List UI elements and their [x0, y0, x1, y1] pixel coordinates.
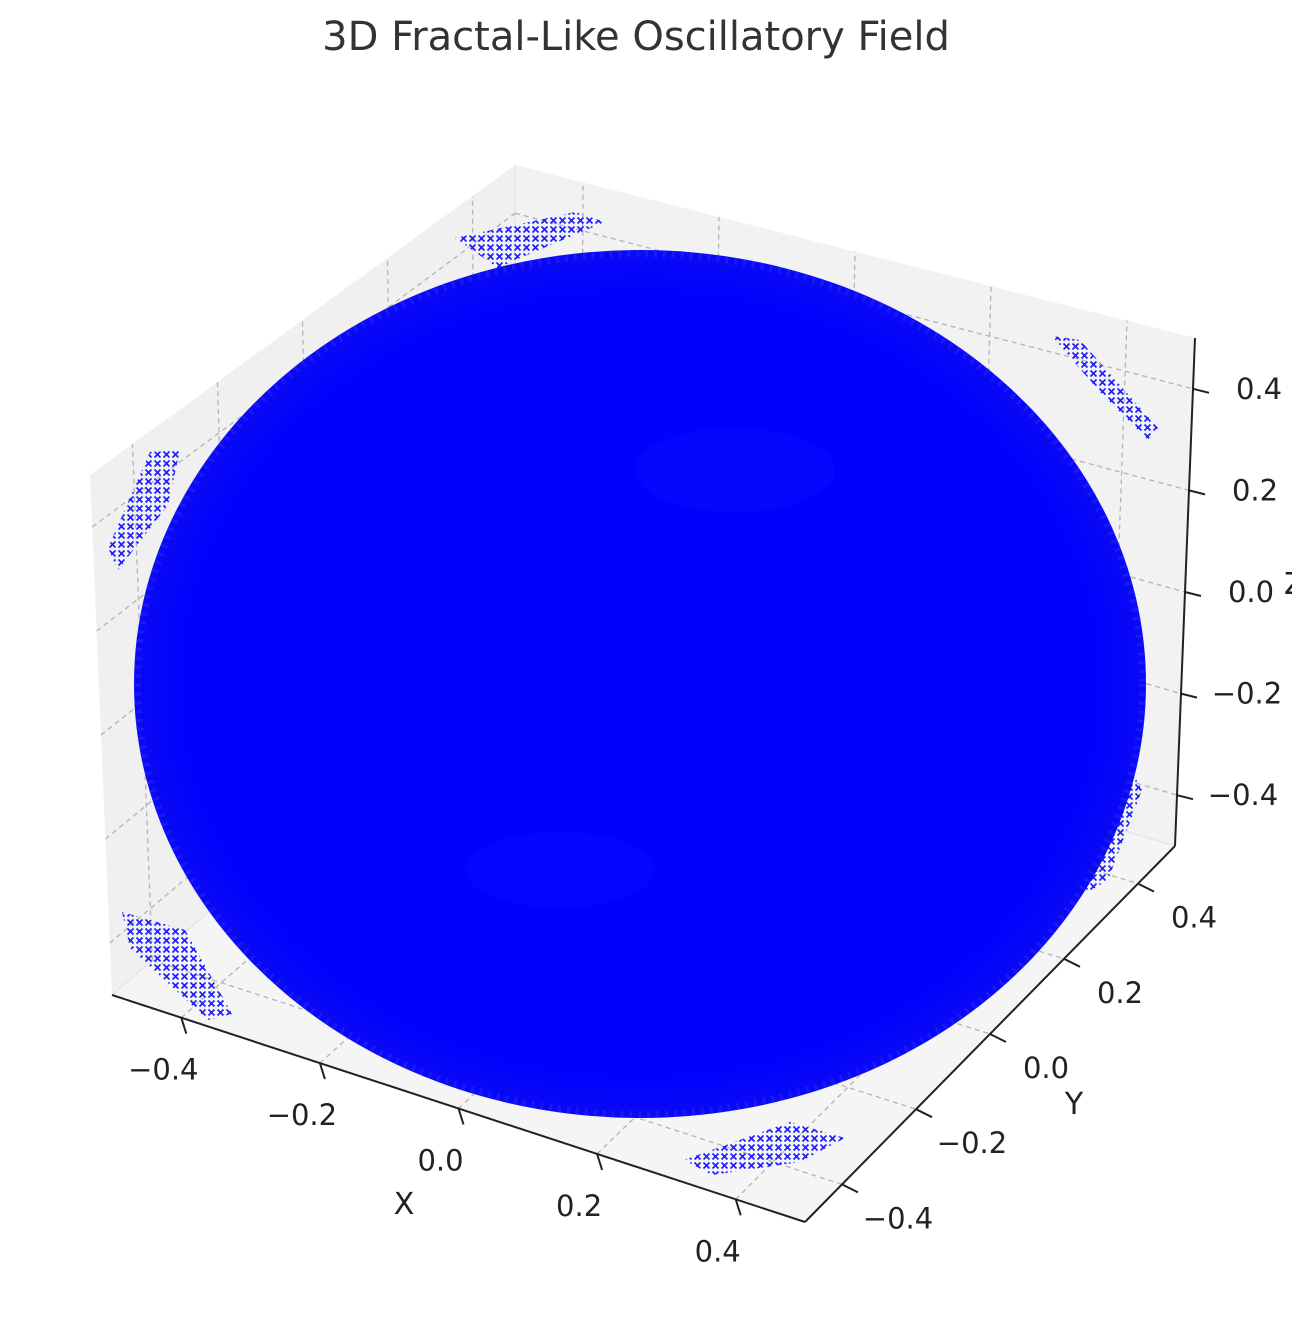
y-axis-tick-label: 0.0 [1023, 1051, 1069, 1085]
x-axis-tick-label: 0.0 [417, 1144, 463, 1178]
z-axis-tick-mark [1184, 591, 1202, 597]
x-axis-tick-mark [318, 1062, 326, 1080]
x-axis-tick-mark [457, 1108, 465, 1125]
x-axis-tick-mark [734, 1199, 742, 1216]
z-axis-tick-label: 0.2 [1232, 473, 1278, 507]
axis-ticks: −0.4 −0.4 −0.4 −0.2 −0.2 −0.2 0.0 0.0 0.0 0.2 0.2 0… [128, 372, 1282, 1269]
corner-cluster-1 [455, 212, 605, 268]
z-axis-tick-mark [1176, 794, 1194, 801]
x-axis-tick-label: 0.4 [695, 1234, 741, 1268]
point-cloud-sphere [134, 250, 1146, 1118]
corner-clusters [108, 212, 1158, 1175]
z-axis-tick-label: −0.2 [1212, 677, 1282, 711]
corner-cluster-2 [1052, 336, 1158, 440]
x-axis-tick-label: −0.2 [267, 1098, 337, 1132]
y-axis-tick-mark [1137, 882, 1155, 893]
z-axis-tick-mark [1192, 387, 1210, 394]
y-axis-tick-label: 0.4 [1171, 901, 1217, 935]
corner-cluster-3 [108, 450, 180, 570]
y-axis-tick-mark [841, 1183, 859, 1194]
z-axis-tick-mark [1180, 692, 1198, 699]
chart-title: 3D Fractal-Like Oscillatory Field [322, 14, 950, 60]
y-axis-label: Y [1064, 1087, 1084, 1122]
x-axis-tick-label: 0.2 [556, 1189, 602, 1223]
z-axis-tick-label: 0.0 [1228, 575, 1274, 609]
y-axis-tick-mark [989, 1033, 1007, 1043]
corner-cluster-5 [684, 1122, 845, 1175]
corner-cluster-4 [122, 912, 232, 1020]
z-axis-tick-label: 0.4 [1236, 372, 1282, 406]
x-axis-tick-mark [596, 1153, 604, 1171]
y-axis-tick-label: −0.2 [937, 1126, 1007, 1160]
z-axis-label: Z [1284, 567, 1292, 602]
x-axis-tick-mark [180, 1017, 188, 1034]
z-axis-tick-mark [1188, 489, 1206, 496]
y-axis-tick-mark [1063, 957, 1081, 968]
x-axis-tick-label: −0.4 [128, 1053, 198, 1087]
z-axis-tick-label: −0.4 [1208, 778, 1278, 812]
y-axis-tick-mark [915, 1108, 933, 1119]
y-axis-tick-label: 0.2 [1097, 976, 1143, 1010]
y-axis-tick-label: −0.4 [863, 1201, 933, 1235]
x-axis-label: X [394, 1187, 415, 1222]
